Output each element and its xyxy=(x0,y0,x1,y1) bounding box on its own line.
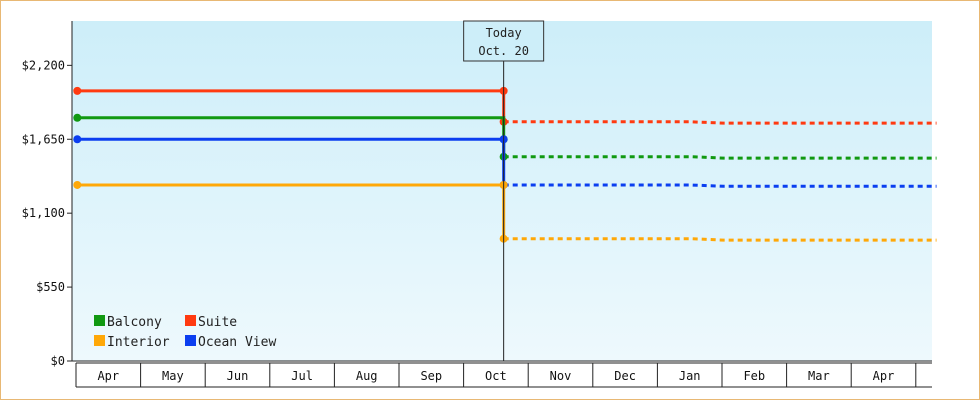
legend-swatch xyxy=(94,315,105,326)
month-label: May xyxy=(162,369,184,383)
series-balcony-point xyxy=(73,113,82,122)
y-tick-label: $0 xyxy=(51,354,65,368)
month-label: Oct xyxy=(485,369,507,383)
today-box xyxy=(463,20,545,62)
series-suite-point xyxy=(73,86,82,95)
month-label: Jan xyxy=(679,369,701,383)
y-tick-label: $1,650 xyxy=(22,132,65,146)
today-date: Oct. 20 xyxy=(478,44,529,58)
legend-label: Suite xyxy=(198,315,237,330)
month-label: Sep xyxy=(420,369,442,383)
month-label: Apr xyxy=(97,369,119,383)
series-suite-forecast xyxy=(503,120,937,125)
y-tick-label: $550 xyxy=(36,280,65,294)
today-label: Today xyxy=(486,26,522,40)
series-ocean-view-point xyxy=(73,135,82,144)
month-label: Nov xyxy=(550,369,572,383)
legend-swatch xyxy=(185,335,196,346)
y-tick-label: $2,200 xyxy=(22,58,65,72)
month-label: Mar xyxy=(808,369,830,383)
y-axis: $0 $550 $1,100 $1,650 $2,200 xyxy=(22,21,932,368)
x-axis: Apr May Jun Jul Aug Sep Oct Nov Dec Jan Feb Mar Apr xyxy=(75,362,932,388)
month-label: Apr xyxy=(873,369,895,383)
legend-label: Ocean View xyxy=(198,335,276,350)
legend-label: Interior xyxy=(107,335,170,350)
plot-background xyxy=(72,21,932,361)
today-marker: Today Oct. 20 xyxy=(463,20,545,361)
month-label: Feb xyxy=(743,369,765,383)
month-label: Aug xyxy=(356,369,378,383)
series-balcony-forecast xyxy=(503,155,937,160)
series-interior-forecast xyxy=(503,237,937,242)
series-ocean-view-forecast xyxy=(503,183,937,188)
legend-label: Balcony xyxy=(107,315,162,330)
month-label: Jun xyxy=(227,369,249,383)
month-label: Dec xyxy=(614,369,636,383)
y-tick-label: $1,100 xyxy=(22,206,65,220)
series-interior-point xyxy=(73,180,82,189)
legend-swatch xyxy=(185,315,196,326)
legend: Balcony Suite Interior Ocean View xyxy=(94,315,276,350)
month-label: Jul xyxy=(291,369,313,383)
legend-swatch xyxy=(94,335,105,346)
